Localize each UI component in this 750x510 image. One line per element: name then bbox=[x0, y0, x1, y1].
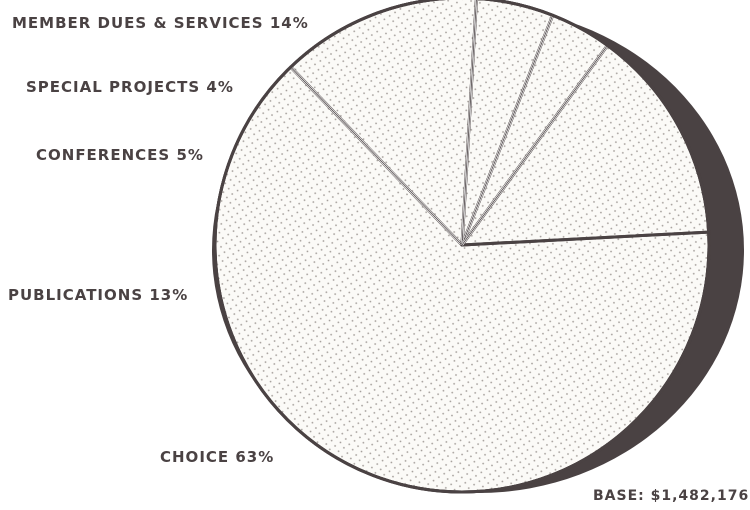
base-total-label: BASE: $1,482,176 bbox=[593, 488, 749, 504]
pie-slices bbox=[213, 0, 711, 494]
label-choice: CHOICE 63% bbox=[160, 448, 274, 466]
label-special-projects: SPECIAL PROJECTS 4% bbox=[26, 78, 234, 96]
slice-separator-core-1 bbox=[290, 66, 463, 246]
label-publications: PUBLICATIONS 13% bbox=[8, 286, 188, 304]
label-member-dues-services: MEMBER DUES & SERVICES 14% bbox=[12, 14, 309, 32]
slice-separator-core-3 bbox=[461, 15, 554, 246]
slice-separator-core-4 bbox=[461, 45, 608, 246]
label-conferences: CONFERENCES 5% bbox=[36, 146, 204, 164]
pie-outline bbox=[213, 0, 711, 494]
slice-separator-core-2 bbox=[461, 0, 477, 246]
